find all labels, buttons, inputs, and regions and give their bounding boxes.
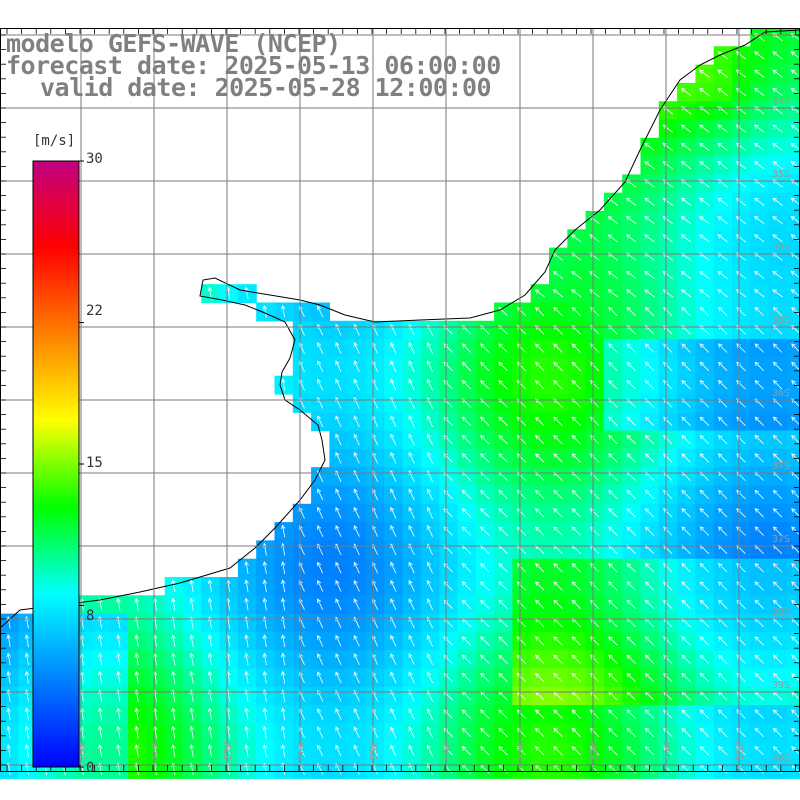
latitude-label: 38S: [772, 607, 790, 618]
longitude-label: 53W: [516, 741, 527, 760]
longitude-label: 52W: [589, 741, 600, 760]
model-title: modelo GEFS-WAVE (NCEP): [6, 29, 341, 58]
longitude-label: 50W: [735, 741, 746, 760]
latitude-label: 35S: [772, 169, 790, 180]
wind-speed-field: [0, 28, 800, 779]
longitude-label: 56W: [296, 741, 307, 760]
colorbar-ticks: [79, 160, 84, 768]
longitude-label: 55W: [369, 741, 380, 760]
latitude-labels: 33S 35S 34S 35S 36S 37S 37S 38S 39S 40S: [772, 96, 790, 764]
latitude-label: 36S: [772, 388, 790, 399]
longitude-label: 51W: [662, 741, 673, 760]
lat-lon-grid: [0, 28, 800, 771]
colorbar-tick-15: 15: [86, 455, 103, 471]
colorbar-tick-22: 22: [86, 303, 103, 319]
coastline: [0, 29, 800, 629]
colorbar-units: [m/s]: [33, 133, 76, 149]
latitude-label: 40S: [772, 753, 790, 764]
colorbar-tick-0: 0: [86, 760, 95, 776]
latitude-label: 37S: [772, 534, 790, 545]
valid-date: valid date: 2025-05-28 12:00:00: [40, 73, 492, 102]
longitude-labels: 59W 58W 57W 56W 55W 54W 53W 52W 51W 50W: [77, 741, 746, 760]
latitude-label: 35S: [772, 315, 790, 326]
latitude-label: 33S: [772, 96, 790, 107]
latitude-label: 39S: [772, 680, 790, 691]
longitude-label: 54W: [442, 741, 453, 760]
latitude-label: 34S: [772, 242, 790, 253]
colorbar-tick-8: 8: [86, 608, 95, 624]
longitude-label: 58W: [150, 741, 161, 760]
longitude-label: 59W: [77, 741, 88, 760]
forecast-date: forecast date: 2025-05-13 06:00:00: [6, 51, 501, 80]
colorbar-tick-30: 30: [86, 151, 103, 167]
colorbar: [32, 160, 80, 768]
latitude-label: 37S: [772, 461, 790, 472]
longitude-label: 57W: [223, 741, 234, 760]
